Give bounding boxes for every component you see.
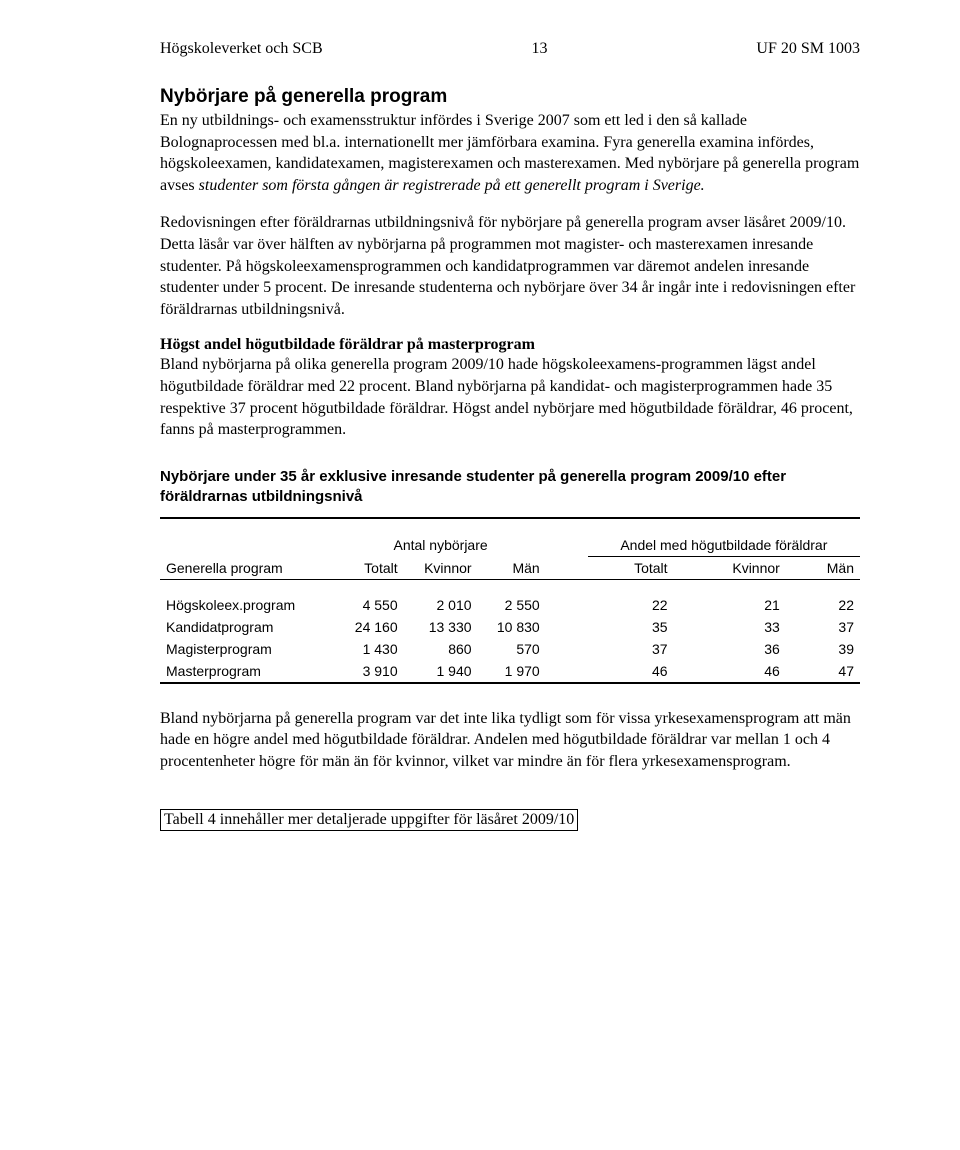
cell: 36	[674, 638, 786, 660]
paragraph-1: En ny utbildnings- och examensstruktur i…	[160, 110, 860, 196]
table-col-totalt-2: Totalt	[588, 556, 674, 579]
table-rule	[160, 579, 860, 594]
table-row: Kandidatprogram 24 160 13 330 10 830 35 …	[160, 616, 860, 638]
paragraph-3: Bland nybörjarna på olika generella prog…	[160, 354, 860, 440]
cell-gap	[546, 616, 588, 638]
row-label: Magisterprogram	[160, 638, 335, 660]
cell: 10 830	[478, 616, 546, 638]
footer-note: Tabell 4 innehåller mer detaljerade uppg…	[160, 809, 578, 831]
cell: 2 550	[478, 594, 546, 616]
row-label: Högskoleex.program	[160, 594, 335, 616]
table-col-man-1: Män	[478, 556, 546, 579]
cell: 37	[786, 616, 860, 638]
table-col-totalt-1: Totalt	[335, 556, 403, 579]
table-col-kvinnor-2: Kvinnor	[674, 556, 786, 579]
cell: 2 010	[404, 594, 478, 616]
table-row: Magisterprogram 1 430 860 570 37 36 39	[160, 638, 860, 660]
header-right: UF 20 SM 1003	[756, 40, 860, 58]
table-gap	[546, 518, 588, 579]
cell: 860	[404, 638, 478, 660]
cell: 47	[786, 660, 860, 683]
paragraph-1-italic: studenter som första gången är registrer…	[199, 177, 705, 194]
cell: 22	[786, 594, 860, 616]
cell: 35	[588, 616, 674, 638]
table-corner-label: Generella program	[160, 518, 335, 579]
subheading: Högst andel högutbildade föräldrar på ma…	[160, 336, 860, 354]
table-row: Masterprogram 3 910 1 940 1 970 46 46 47	[160, 660, 860, 683]
cell: 37	[588, 638, 674, 660]
cell: 46	[588, 660, 674, 683]
table-col-man-2: Män	[786, 556, 860, 579]
table-span-2: Andel med högutbildade föräldrar	[588, 518, 860, 556]
paragraph-2: Redovisningen efter föräldrarnas utbildn…	[160, 212, 860, 320]
cell: 24 160	[335, 616, 403, 638]
data-table: Generella program Antal nybörjare Andel …	[160, 517, 860, 684]
table-row: Högskoleex.program 4 550 2 010 2 550 22 …	[160, 594, 860, 616]
cell: 39	[786, 638, 860, 660]
cell-gap	[546, 638, 588, 660]
row-label: Masterprogram	[160, 660, 335, 683]
page: Högskoleverket och SCB 13 UF 20 SM 1003 …	[0, 0, 960, 871]
page-number: 13	[532, 40, 548, 58]
paragraph-4: Bland nybörjarna på generella program va…	[160, 708, 860, 773]
cell: 21	[674, 594, 786, 616]
cell: 3 910	[335, 660, 403, 683]
row-label: Kandidatprogram	[160, 616, 335, 638]
cell: 4 550	[335, 594, 403, 616]
table-col-kvinnor-1: Kvinnor	[404, 556, 478, 579]
table-span-1: Antal nybörjare	[335, 518, 545, 556]
cell: 570	[478, 638, 546, 660]
cell: 22	[588, 594, 674, 616]
cell: 33	[674, 616, 786, 638]
cell-gap	[546, 594, 588, 616]
section-title: Nybörjare på generella program	[160, 86, 860, 108]
running-header: Högskoleverket och SCB 13 UF 20 SM 1003	[160, 40, 860, 58]
cell: 1 430	[335, 638, 403, 660]
header-left: Högskoleverket och SCB	[160, 40, 323, 58]
cell: 1 940	[404, 660, 478, 683]
cell: 13 330	[404, 616, 478, 638]
cell: 1 970	[478, 660, 546, 683]
cell-gap	[546, 660, 588, 683]
cell: 46	[674, 660, 786, 683]
table-title: Nybörjare under 35 år exklusive inresand…	[160, 467, 860, 508]
